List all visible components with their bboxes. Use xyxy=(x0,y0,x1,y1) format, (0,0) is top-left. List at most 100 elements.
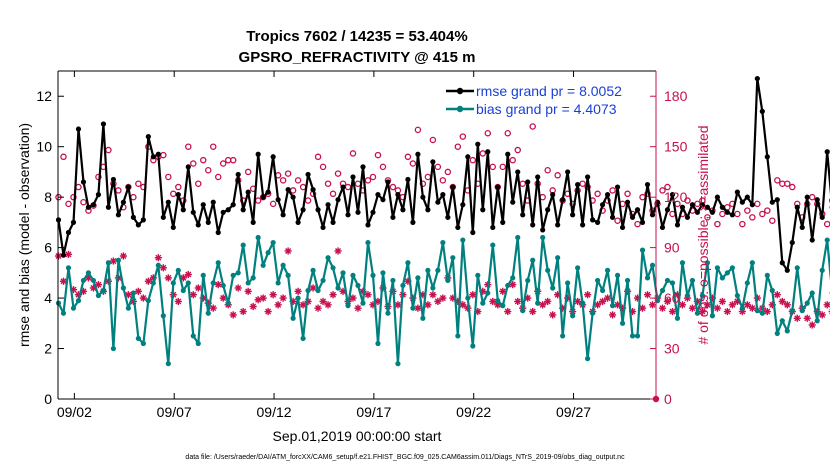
obs-assimilated-marker xyxy=(808,321,816,329)
rmse-point xyxy=(824,149,830,155)
rmse-point xyxy=(794,204,800,210)
rmse-point xyxy=(819,214,825,220)
bias-point xyxy=(255,234,261,241)
rmse-point xyxy=(455,224,461,231)
y-axis-right-label: # of obs: o=possible; ×=assimilated xyxy=(695,125,711,344)
rmse-point xyxy=(525,179,531,185)
bias-point xyxy=(739,305,745,311)
obs-possible-marker xyxy=(284,170,292,177)
x-tick-label: 09/22 xyxy=(456,404,491,420)
rmse-point xyxy=(420,194,426,200)
obs-possible-marker xyxy=(334,170,342,177)
rmse-point xyxy=(230,202,236,208)
obs-possible-marker xyxy=(509,156,516,164)
obs-possible-marker xyxy=(719,210,726,218)
rmse-point xyxy=(340,184,346,190)
rmse-point xyxy=(470,229,476,236)
bias-point xyxy=(320,277,326,284)
obs-assimilated-marker xyxy=(334,247,342,255)
obs-assimilated-marker xyxy=(209,304,217,312)
obs-possible-marker xyxy=(70,193,77,201)
obs-possible-marker xyxy=(219,160,227,167)
bias-point xyxy=(684,292,691,299)
obs-possible-marker xyxy=(789,183,796,191)
bias-point xyxy=(70,305,77,311)
obs-possible-marker xyxy=(514,146,521,154)
rmse-point xyxy=(415,151,421,157)
rmse-point xyxy=(140,217,146,223)
rmse-point xyxy=(555,222,561,228)
rmse-point xyxy=(545,207,551,213)
rmse-point xyxy=(165,199,171,205)
bias-point xyxy=(125,305,131,311)
obs-possible-marker xyxy=(808,193,816,201)
rmse-point xyxy=(360,164,366,170)
bias-point xyxy=(460,237,466,243)
bias-point xyxy=(540,234,546,241)
rmse-point xyxy=(295,219,301,225)
obs-assimilated-marker xyxy=(394,301,402,309)
bias-point xyxy=(709,313,716,319)
rmse-point xyxy=(719,204,725,210)
obs-possible-marker xyxy=(409,160,417,167)
bias-point xyxy=(799,308,805,314)
obs-assimilated-marker xyxy=(718,297,726,306)
bias-point xyxy=(789,308,795,314)
obs-possible-marker xyxy=(80,198,87,206)
bias-point xyxy=(415,275,421,281)
rmse-point xyxy=(90,202,97,208)
obs-assimilated-marker xyxy=(364,291,372,299)
bias-point xyxy=(759,310,765,316)
bias-point xyxy=(689,277,696,284)
obs-assimilated-marker xyxy=(529,307,537,316)
obs-assimilated-marker xyxy=(279,294,287,302)
bias-point xyxy=(195,340,201,347)
bias-point xyxy=(225,300,231,306)
bias-point xyxy=(75,298,82,304)
rmse-point xyxy=(674,222,681,228)
obs-assimilated-marker xyxy=(748,304,756,312)
obs-possible-marker xyxy=(609,187,616,194)
obs-assimilated-marker xyxy=(354,304,362,312)
rmse-point xyxy=(205,219,211,225)
obs-possible-marker xyxy=(165,173,172,181)
rmse-point xyxy=(235,171,241,178)
bias-point xyxy=(594,277,601,284)
obs-assimilated-marker xyxy=(184,270,192,279)
obs-assimilated-marker xyxy=(249,302,257,311)
obs-possible-marker xyxy=(614,217,621,224)
rmse-point xyxy=(694,209,701,215)
rmse-point xyxy=(405,176,411,183)
bias-point xyxy=(555,255,561,261)
obs-assimilated-marker xyxy=(778,297,786,306)
rmse-point xyxy=(565,169,571,175)
rmse-point xyxy=(240,207,246,213)
rmse-point xyxy=(310,186,316,193)
obs-possible-marker xyxy=(175,183,182,191)
obs-possible-marker xyxy=(185,143,192,150)
rmse-point xyxy=(215,229,221,236)
bias-point xyxy=(819,267,825,273)
rmse-point xyxy=(210,199,216,205)
obs-assimilated-marker xyxy=(59,277,68,285)
rmse-point xyxy=(145,134,151,140)
y-right-tick-label: 150 xyxy=(664,139,688,155)
rmse-point xyxy=(500,219,506,225)
obs-assimilated-marker xyxy=(574,297,582,306)
bias-point xyxy=(435,267,441,273)
obs-assimilated-marker xyxy=(509,281,517,289)
obs-possible-marker xyxy=(379,163,387,171)
rmse-point xyxy=(724,209,730,215)
bias-point xyxy=(340,270,346,276)
y-right-tick-label: 0 xyxy=(664,391,672,407)
rmse-point xyxy=(570,212,576,218)
rmse-point xyxy=(485,149,491,155)
bias-point xyxy=(580,300,586,306)
rmse-point xyxy=(110,176,117,183)
bias-point xyxy=(280,262,286,268)
rmse-point xyxy=(490,224,496,231)
obs-assimilated-marker xyxy=(214,281,222,289)
obs-possible-marker xyxy=(704,214,711,221)
obs-possible-marker xyxy=(319,163,327,171)
bias-point xyxy=(450,255,456,261)
